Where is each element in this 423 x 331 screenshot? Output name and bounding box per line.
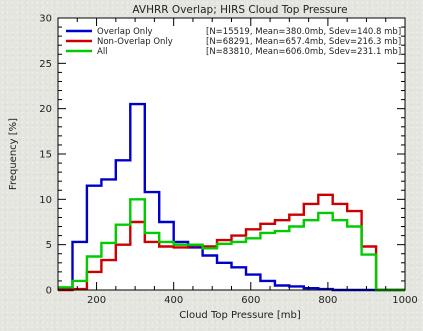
x-tick-label: 200 <box>87 295 106 306</box>
legend-label-1: Overlap Only <box>97 27 153 37</box>
series-line-2 <box>58 193 405 292</box>
y-tick-label: 15 <box>39 150 52 161</box>
y-tick-label: 10 <box>39 195 52 206</box>
x-tick-label: 400 <box>164 295 183 306</box>
plot-background <box>58 18 405 290</box>
y-tick-label: 5 <box>46 240 52 251</box>
legend-label-2: Non-Overlap Only <box>97 37 173 47</box>
legend: Overlap Only [N=15519, Mean=380.0mb, Sdev… <box>66 27 401 57</box>
chart-title: AVHRR Overlap; HIRS Cloud Top Pressure <box>132 4 347 16</box>
y-tick-label: 25 <box>39 59 52 70</box>
y-tick-label: 30 <box>39 14 52 25</box>
legend-stats-3: [N=83810, Mean=606.0mb, Sdev=231.1 mb] <box>206 47 401 57</box>
y-tick-label: 20 <box>39 104 52 115</box>
series-line-3 <box>58 198 405 292</box>
x-tick-label: 800 <box>318 295 337 306</box>
series-line-1 <box>58 102 405 292</box>
x-axis-label: Cloud Top Pressure [mb] <box>179 310 301 321</box>
x-tick-label: 600 <box>241 295 260 306</box>
y-axis-label: Frequency [%] <box>8 118 19 190</box>
plot-area: 200 400 600 800 1000 0 5 10 15 20 25 30 <box>39 14 417 307</box>
legend-stats-1: [N=15519, Mean=380.0mb, Sdev=140.8 mb] <box>206 27 401 37</box>
legend-stats-2: [N=68291, Mean=657.4mb, Sdev=216.3 mb] <box>206 37 401 47</box>
y-tick-label: 0 <box>46 286 52 297</box>
x-tick-label: 1000 <box>392 295 417 306</box>
legend-label-3: All <box>97 47 108 57</box>
